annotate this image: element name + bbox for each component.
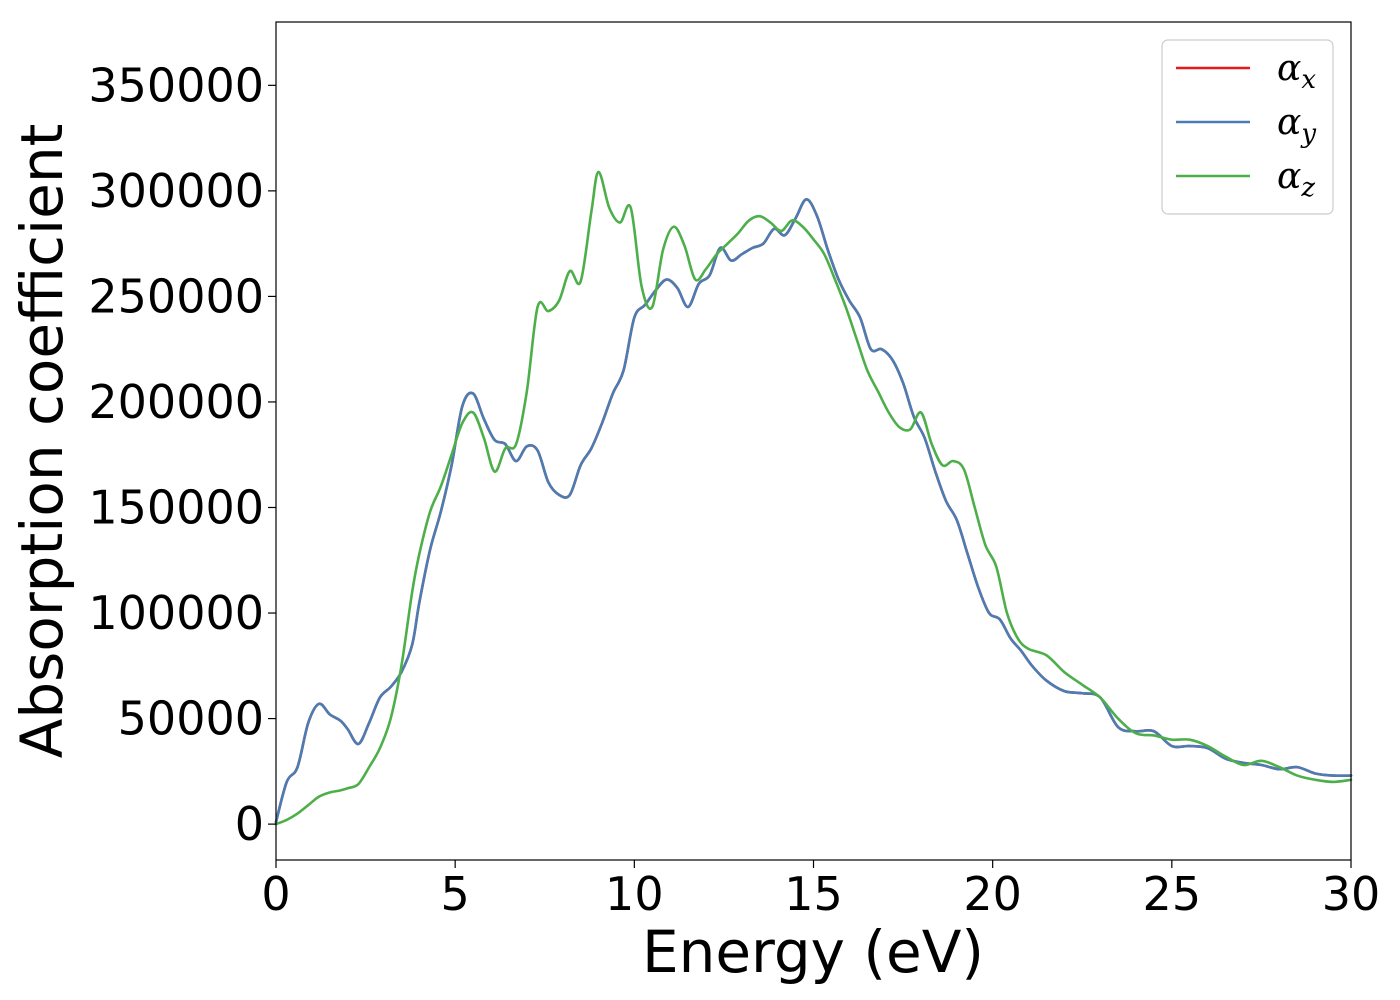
legend-box <box>1161 39 1334 215</box>
x-tick-label: 10 <box>605 867 664 921</box>
y-tick-label: 50000 <box>118 692 264 746</box>
legend: αx αy αz <box>1161 39 1334 215</box>
series-line-y <box>274 198 1353 824</box>
y-tick-label: 150000 <box>88 480 264 534</box>
series-layer <box>274 170 1353 826</box>
legend-label-z: αz <box>1277 156 1315 203</box>
x-tick-label: 15 <box>784 867 843 921</box>
y-axis-label: Absorption coefficient <box>8 124 76 759</box>
x-tick-label: 20 <box>963 867 1022 921</box>
y-tick-label: 350000 <box>88 58 264 112</box>
x-tick-label: 30 <box>1322 867 1381 921</box>
x-axis-label: Energy (eV) <box>642 918 984 986</box>
y-tick-label: 300000 <box>88 164 264 218</box>
x-tick-label: 5 <box>441 867 470 921</box>
x-axis: 0 5 10 15 20 25 30 <box>261 860 1380 921</box>
x-tick-label: 0 <box>261 867 290 921</box>
y-tick-label: 0 <box>235 797 264 851</box>
y-axis: 0 50000 100000 150000 200000 250000 300000 3500… <box>88 58 276 851</box>
y-tick-label: 250000 <box>88 269 264 323</box>
series-line-z <box>274 170 1353 826</box>
y-tick-label: 100000 <box>88 586 264 640</box>
legend-label-x: αx <box>1277 48 1316 95</box>
y-tick-label: 200000 <box>88 375 264 429</box>
legend-label-y: αy <box>1277 102 1316 149</box>
x-tick-label: 25 <box>1143 867 1202 921</box>
